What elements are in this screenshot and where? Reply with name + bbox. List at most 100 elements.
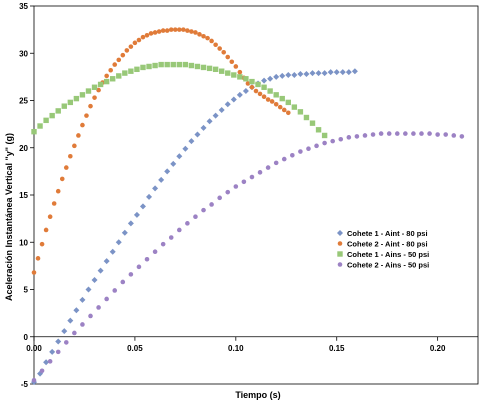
data-point — [144, 256, 150, 262]
data-point — [139, 203, 146, 210]
data-point — [172, 27, 178, 32]
data-point — [194, 131, 201, 138]
data-point — [152, 185, 159, 192]
series-4 — [31, 131, 465, 383]
series-3 — [31, 61, 328, 139]
data-point — [206, 118, 213, 125]
data-point — [140, 34, 146, 40]
data-point — [217, 46, 222, 51]
data-point — [79, 296, 86, 303]
data-point — [73, 95, 80, 102]
data-point — [245, 81, 251, 86]
x-axis-title: Tiempo (s) — [235, 390, 280, 400]
data-point — [182, 61, 189, 68]
data-point — [76, 133, 81, 138]
data-point — [333, 69, 340, 76]
data-point — [170, 160, 177, 167]
y-tick-label: 20 — [19, 144, 28, 153]
data-point — [242, 88, 249, 95]
data-point — [92, 95, 97, 100]
data-point — [128, 44, 134, 49]
data-point — [73, 307, 80, 314]
data-point — [225, 189, 231, 195]
data-point — [419, 131, 424, 136]
data-point — [72, 330, 77, 336]
x-tick-label: 0.15 — [329, 344, 345, 353]
data-point — [31, 270, 37, 275]
data-point — [451, 133, 457, 138]
data-point — [72, 143, 77, 149]
data-point — [257, 170, 263, 175]
data-point — [218, 68, 225, 74]
legend-marker — [337, 262, 343, 267]
data-point — [370, 132, 376, 137]
data-point — [85, 88, 92, 94]
data-point — [176, 61, 183, 68]
data-point — [188, 62, 195, 69]
y-tick-label: -5 — [21, 380, 29, 389]
data-point — [243, 76, 249, 82]
series-layer — [31, 27, 465, 386]
data-point — [152, 30, 158, 35]
data-point — [218, 106, 225, 113]
data-point — [146, 63, 152, 70]
data-point — [269, 99, 275, 104]
data-point — [158, 176, 165, 183]
data-point — [103, 78, 110, 85]
legend-marker — [337, 241, 343, 246]
data-point — [267, 88, 273, 94]
data-point — [221, 50, 227, 55]
legend-marker — [337, 230, 343, 236]
axes: 0.00 0.05 0.10 0.15 0.20 -5 0 5 10 15 20 25 30 35 — [19, 2, 478, 389]
data-point — [303, 114, 310, 121]
legend-label: Cohete 1 - Ains - 50 psi — [347, 250, 429, 259]
data-point — [152, 62, 158, 69]
data-point — [120, 279, 126, 285]
data-point — [144, 32, 150, 38]
data-point — [267, 75, 274, 82]
data-point — [249, 84, 255, 90]
data-point — [43, 359, 50, 366]
data-point — [338, 136, 344, 142]
data-point — [168, 27, 174, 32]
data-point — [136, 264, 142, 270]
data-point — [403, 131, 408, 136]
data-point — [281, 156, 287, 162]
data-point — [321, 132, 328, 139]
y-axis-title: Aceleración Instantánea Vertical "y" (g) — [4, 133, 14, 301]
data-point — [164, 28, 170, 33]
data-point — [378, 131, 384, 136]
data-point — [55, 188, 61, 194]
data-point — [68, 153, 73, 159]
data-point — [201, 207, 206, 213]
y-tick-label: 35 — [19, 2, 28, 11]
data-point — [206, 65, 213, 72]
data-point — [39, 368, 45, 374]
data-point — [279, 72, 286, 79]
data-point — [297, 109, 304, 115]
series-2 — [31, 27, 291, 275]
data-point — [35, 256, 41, 261]
data-point — [309, 70, 316, 77]
data-point — [104, 73, 109, 79]
data-point — [133, 211, 140, 218]
data-point — [104, 296, 109, 302]
data-point — [55, 108, 61, 114]
data-point — [63, 165, 69, 170]
data-point — [386, 131, 392, 136]
data-point — [189, 29, 194, 34]
data-point — [362, 133, 368, 138]
x-tick-label: 0.20 — [430, 344, 446, 353]
data-point — [67, 317, 74, 324]
data-point — [201, 33, 206, 39]
data-point — [285, 110, 291, 116]
data-point — [140, 64, 146, 71]
data-point — [327, 69, 334, 76]
data-point — [435, 132, 440, 137]
data-point — [152, 249, 158, 254]
data-point — [285, 99, 291, 106]
data-point — [116, 73, 122, 79]
data-point — [177, 227, 182, 233]
data-point — [209, 38, 214, 44]
